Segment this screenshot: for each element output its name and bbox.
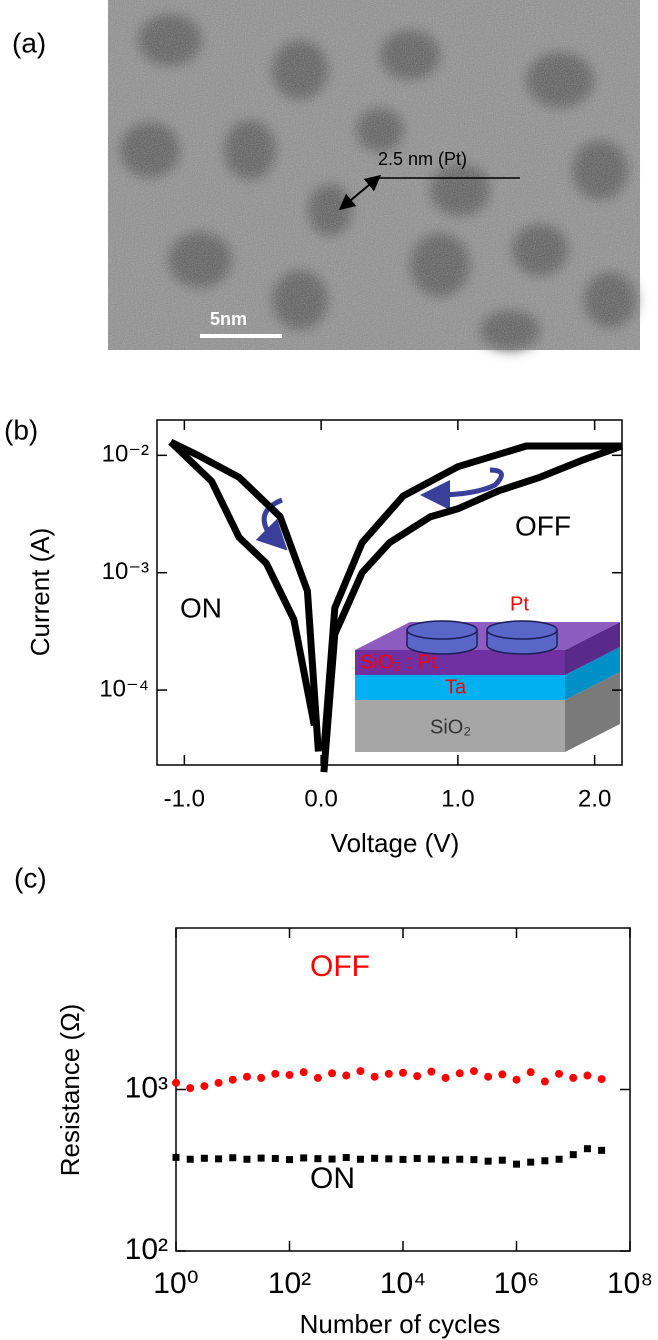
point xyxy=(300,1068,308,1076)
series-label: ON xyxy=(310,1162,355,1195)
point xyxy=(541,1078,549,1086)
point xyxy=(314,1074,322,1082)
point xyxy=(215,1155,222,1162)
point xyxy=(583,1072,591,1080)
point xyxy=(343,1154,350,1161)
point xyxy=(414,1155,421,1162)
point xyxy=(556,1156,563,1163)
point xyxy=(385,1155,392,1162)
x-tick-label: 10⁶ xyxy=(494,1267,540,1300)
size-annotation: 2.5 nm (Pt) xyxy=(378,149,467,169)
point xyxy=(172,1079,180,1087)
point xyxy=(186,1084,194,1092)
point xyxy=(499,1157,506,1164)
x-tick-label: 0.0 xyxy=(304,785,337,812)
x-tick-label: 10⁸ xyxy=(607,1267,653,1300)
y-axis-label: Current (A) xyxy=(25,528,55,657)
point xyxy=(356,1067,364,1075)
point xyxy=(527,1159,534,1166)
point xyxy=(328,1069,336,1077)
annotation: SiO₂ xyxy=(430,716,471,738)
point xyxy=(400,1156,407,1163)
point xyxy=(584,1145,591,1152)
point xyxy=(300,1154,307,1161)
x-axis-label: Voltage (V) xyxy=(331,828,460,858)
point xyxy=(258,1155,265,1162)
x-tick-label: 2.0 xyxy=(578,785,611,812)
point xyxy=(541,1157,548,1164)
y-axis-label: Resistance (Ω) xyxy=(55,1004,85,1177)
y-tick-label: 10⁻³ xyxy=(102,558,149,585)
x-axis-label: Number of cycles xyxy=(300,1309,501,1339)
point xyxy=(527,1068,535,1076)
point xyxy=(342,1072,350,1080)
iv-chart: Voltage (V) Current (A) -1.0 0.0 1.0 2.0 10⁻… xyxy=(25,420,622,858)
annotation: Pt xyxy=(510,593,529,615)
point xyxy=(569,1074,577,1082)
point xyxy=(513,1076,521,1084)
point xyxy=(271,1070,279,1078)
point xyxy=(243,1156,250,1163)
point xyxy=(456,1156,463,1163)
point xyxy=(413,1072,421,1080)
point xyxy=(570,1151,577,1158)
device-inset xyxy=(355,621,620,752)
point xyxy=(257,1074,265,1082)
y-tick-label: 10⁻⁴ xyxy=(99,675,149,702)
point xyxy=(243,1073,251,1081)
y-tick-label: 10² xyxy=(125,1233,168,1266)
point xyxy=(286,1156,293,1163)
x-tick-label: 10⁴ xyxy=(380,1267,426,1300)
series-label: OFF xyxy=(310,950,370,983)
point xyxy=(173,1154,180,1161)
point xyxy=(229,1154,236,1161)
point xyxy=(427,1068,435,1076)
point xyxy=(371,1155,378,1162)
point xyxy=(442,1074,450,1082)
point xyxy=(442,1156,449,1163)
point xyxy=(371,1073,379,1081)
figure: (a) (b) (c) 2.5 nm (Pt) 5nm xyxy=(0,0,658,1340)
x-tick-label: 10² xyxy=(268,1267,311,1300)
point xyxy=(484,1073,492,1081)
point xyxy=(385,1070,393,1078)
x-tick-label: 1.0 xyxy=(441,785,474,812)
y-tick-label: 10⁻² xyxy=(102,441,149,468)
point xyxy=(399,1069,407,1077)
point xyxy=(357,1156,364,1163)
point xyxy=(485,1158,492,1165)
annotation: OFF xyxy=(515,510,571,541)
point xyxy=(513,1161,520,1168)
panel-label: (b) xyxy=(4,414,38,445)
x-tick-label: -1.0 xyxy=(164,785,205,812)
scale-bar-label: 5nm xyxy=(210,309,247,329)
point xyxy=(470,1067,478,1075)
point xyxy=(229,1076,237,1084)
annotation: SiO₂ : Pt xyxy=(360,651,437,673)
x-tick-label: 10⁰ xyxy=(153,1267,198,1300)
annotation: Ta xyxy=(445,676,467,698)
point xyxy=(456,1069,464,1077)
y-tick-label: 10³ xyxy=(125,1071,168,1104)
point xyxy=(286,1071,294,1079)
point xyxy=(470,1156,477,1163)
micrograph: 2.5 nm (Pt) 5nm xyxy=(108,0,640,350)
point xyxy=(598,1075,606,1083)
point xyxy=(201,1155,208,1162)
annotation: ON xyxy=(180,592,222,623)
point xyxy=(498,1070,506,1078)
point xyxy=(187,1156,194,1163)
point xyxy=(215,1079,223,1087)
point xyxy=(272,1155,279,1162)
panel-label: (a) xyxy=(12,27,46,58)
point xyxy=(555,1070,563,1078)
panel-label: (c) xyxy=(14,862,47,893)
point xyxy=(428,1156,435,1163)
point xyxy=(200,1082,208,1090)
point xyxy=(598,1147,605,1154)
